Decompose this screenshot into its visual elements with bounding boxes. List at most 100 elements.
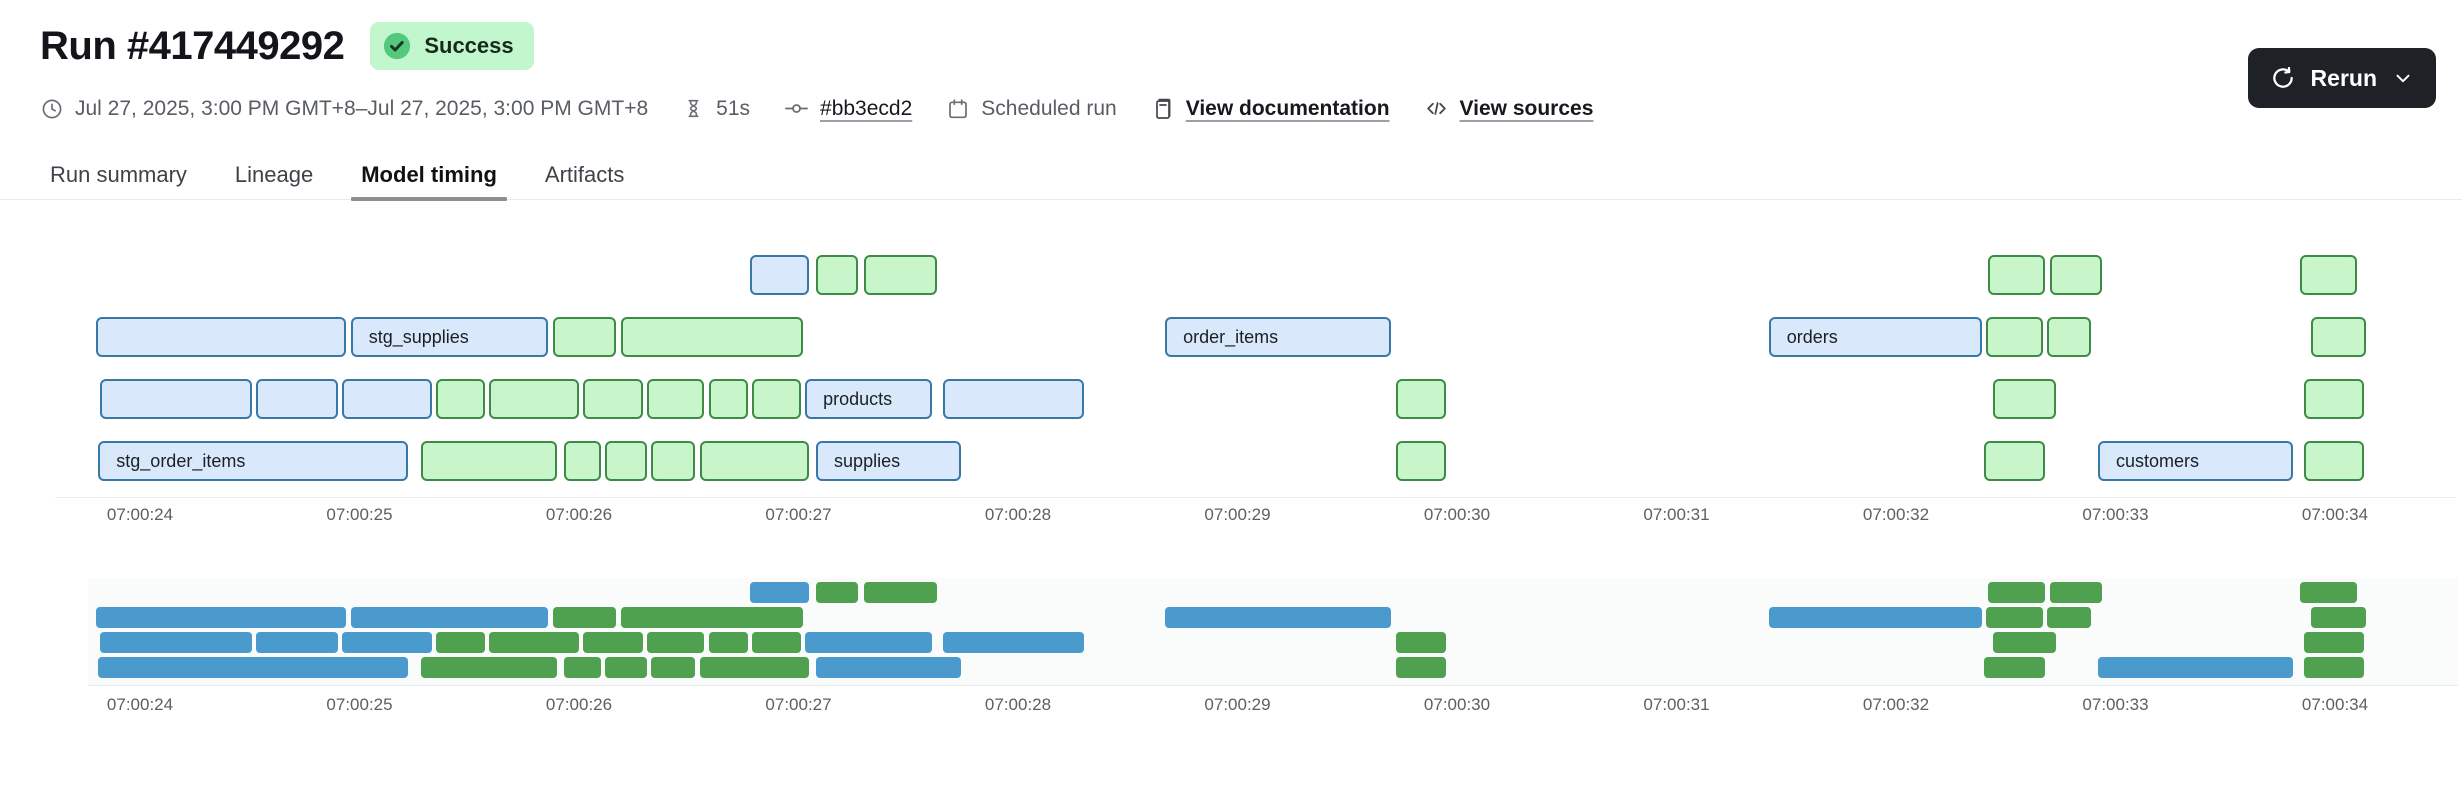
minimap-bar [1985,607,2044,628]
gantt-bar-orders[interactable]: orders [1768,317,1982,357]
gantt-bar[interactable] [1985,317,2044,357]
gantt-bar[interactable] [563,441,601,481]
axis-tick-label: 07:00:33 [2082,505,2149,524]
gantt-bar-order_items[interactable]: order_items [1165,317,1392,357]
gantt-bar[interactable] [2299,255,2357,295]
run-trigger: Scheduled run [946,97,1117,121]
tab-artifacts[interactable]: Artifacts [543,150,626,199]
gantt-bar-supplies[interactable]: supplies [816,441,961,481]
gantt-bar-label: order_items [1183,327,1279,347]
gantt-bar[interactable] [2304,441,2364,481]
gantt-bar[interactable] [816,255,858,295]
gantt-bar-label: customers [2115,451,2199,471]
run-duration: 51s [682,97,750,121]
gantt-bar[interactable] [2304,379,2364,419]
minimap-bar [436,632,485,653]
view-documentation-link[interactable]: View documentation [1185,96,1390,120]
gantt-bar[interactable] [620,317,803,357]
minimap-bar-orders [1768,607,1982,628]
gantt-bar[interactable] [708,379,748,419]
view-sources-link[interactable]: View sources [1459,96,1594,120]
gantt-bar[interactable] [1988,255,2046,295]
minimap-bar-order_items [1165,607,1392,628]
minimap-bar [605,657,648,678]
axis-tick-label: 07:00:24 [106,505,174,524]
axis-tick-label: 07:00:29 [1204,505,1271,524]
minimap-bar [708,632,748,653]
minimap-bar [2047,607,2092,628]
gantt-bar[interactable] [1395,379,1447,419]
gantt-bar[interactable] [256,379,338,419]
minimap-bar [651,657,696,678]
minimap-bar [752,632,801,653]
gantt-bar-customers[interactable]: customers [2097,441,2294,481]
commit-link[interactable]: #bb3ecd2 [820,96,913,120]
gantt-bar[interactable] [583,379,643,419]
gantt-bar[interactable] [605,441,648,481]
git-commit-icon [785,104,809,113]
gantt-bar[interactable] [752,379,801,419]
gantt-bar[interactable] [341,379,432,419]
axis-tick-label: 07:00:29 [1204,695,1271,714]
axis-tick-label: 07:00:32 [1862,695,1930,714]
rerun-button[interactable]: Rerun [2247,48,2436,108]
gantt-bar-products[interactable]: products [805,379,933,419]
axis-tick-label: 07:00:25 [326,505,393,524]
axis-tick-label: 07:00:32 [1862,505,1930,524]
minimap-bar [1395,657,1447,678]
minimap-bar [341,632,432,653]
minimap-bar-products [805,632,933,653]
run-tabs: Run summary Lineage Model timing Artifac… [0,150,2462,201]
axis-tick-label: 07:00:30 [1423,505,1491,524]
minimap-bar [96,607,347,628]
gantt-bar[interactable] [647,379,705,419]
minimap-bar [2304,632,2364,653]
axis-tick-label: 07:00:31 [1643,505,1710,524]
success-check-icon [384,32,411,60]
gantt-bar[interactable] [2310,317,2366,357]
gantt-bar[interactable] [436,379,485,419]
minimap-bar [420,657,558,678]
tab-lineage[interactable]: Lineage [233,150,315,199]
gantt-bar[interactable] [100,379,252,419]
gantt-bar[interactable] [1395,441,1447,481]
minimap-bar [1992,632,2057,653]
gantt-bar[interactable] [552,317,617,357]
minimap-bar-customers [2097,657,2294,678]
gantt-bar[interactable] [96,317,347,357]
gantt-bar[interactable] [2047,317,2092,357]
gantt-bar[interactable] [651,441,696,481]
minimap-bar [699,657,810,678]
gantt-bar[interactable] [489,379,579,419]
gantt-bar-label: products [823,389,893,409]
gantt-bar[interactable] [750,255,810,295]
run-duration-value: 51s [716,96,751,120]
gantt-bar-stg_order_items[interactable]: stg_order_items [98,441,408,481]
gantt-bar[interactable] [864,255,937,295]
minimap-bar-stg_supplies [350,607,549,628]
gantt-bar-label: orders [1786,327,1838,347]
gantt-bar[interactable] [1983,441,2046,481]
minimap-bar [2299,582,2357,603]
minimap-bar [100,632,252,653]
axis-tick-label: 07:00:26 [545,695,613,714]
axis-tick-label: 07:00:28 [984,505,1052,524]
gantt-bar[interactable] [1992,379,2057,419]
gantt-bar[interactable] [2049,255,2103,295]
minimap-bar [2049,582,2103,603]
tab-run-summary[interactable]: Run summary [48,150,189,199]
gantt-bar[interactable] [943,379,1084,419]
gantt-bar[interactable] [420,441,558,481]
axis-tick-label: 07:00:34 [2301,505,2369,524]
gantt-bar[interactable] [699,441,810,481]
axis-tick-label: 07:00:25 [326,695,393,714]
refresh-icon [2272,66,2293,88]
axis-tick-label: 07:00:27 [765,505,832,524]
axis-tick-label: 07:00:28 [984,695,1052,714]
page-title: Run #417449292 [40,23,345,68]
tab-model-timing[interactable]: Model timing [351,150,507,201]
minimap-bar [2304,657,2364,678]
gantt-bar-stg_supplies[interactable]: stg_supplies [350,317,549,357]
axis-tick-label: 07:00:24 [106,695,174,714]
